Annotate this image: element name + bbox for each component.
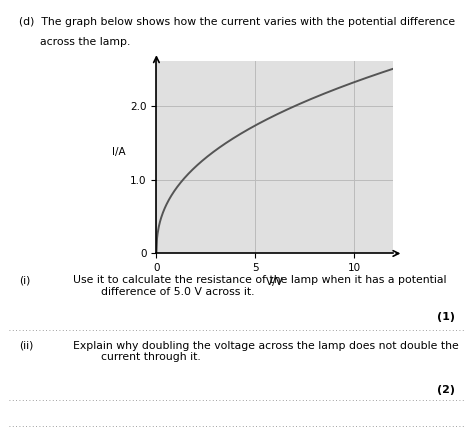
Text: (ii): (ii) — [19, 341, 33, 351]
Text: Use it to calculate the resistance of the lamp when it has a potential
        d: Use it to calculate the resistance of th… — [73, 275, 447, 297]
Text: Explain why doubling the voltage across the lamp does not double the
        cur: Explain why doubling the voltage across … — [73, 341, 459, 362]
Text: (2): (2) — [437, 385, 455, 395]
Text: (d)  The graph below shows how the current varies with the potential difference: (d) The graph below shows how the curren… — [19, 17, 455, 28]
Text: across the lamp.: across the lamp. — [19, 37, 130, 47]
Y-axis label: I/A: I/A — [112, 147, 125, 157]
Text: (1): (1) — [437, 312, 455, 323]
Text: (i): (i) — [19, 275, 30, 285]
X-axis label: V/V: V/V — [266, 277, 284, 288]
